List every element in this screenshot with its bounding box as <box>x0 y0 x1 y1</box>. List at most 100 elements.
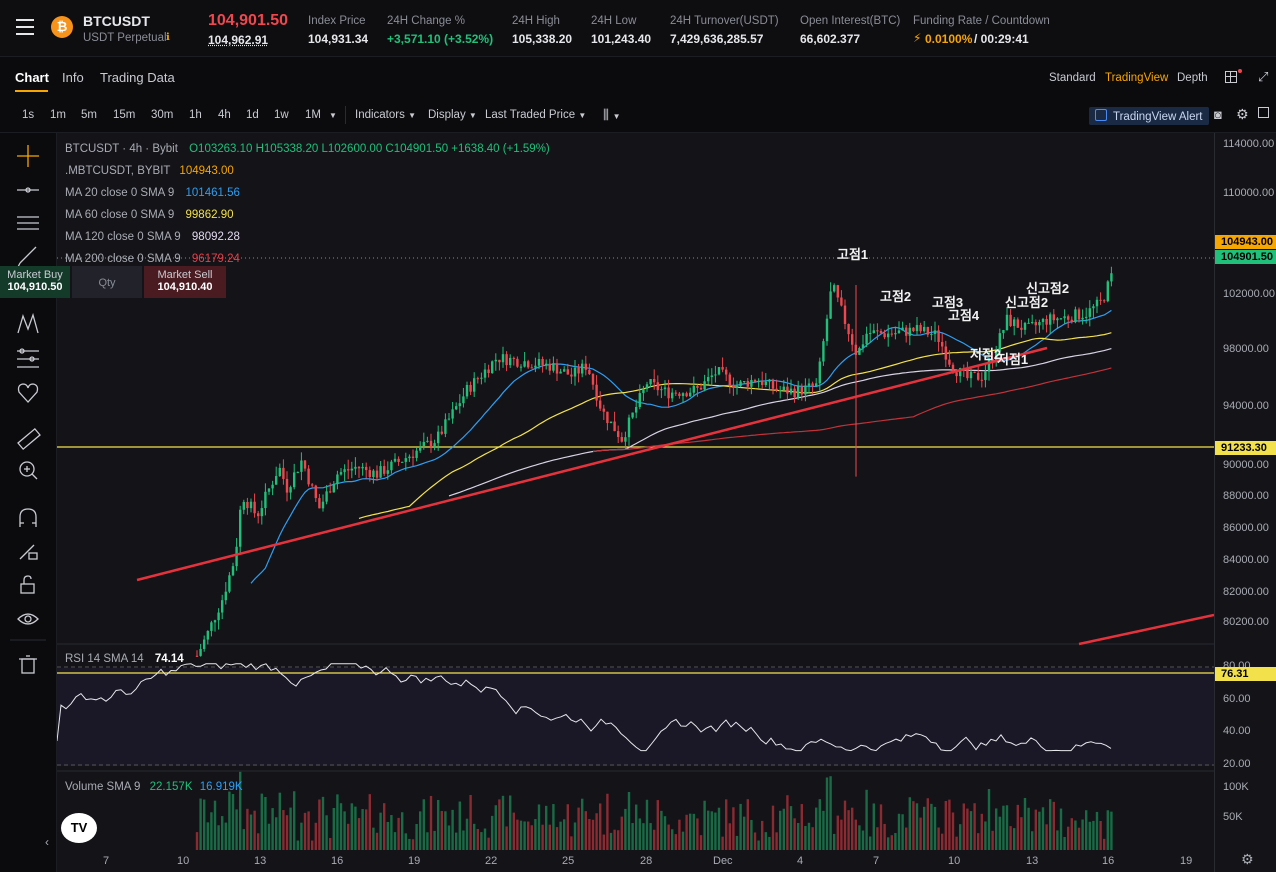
display-button[interactable]: Display ▼ <box>428 109 477 121</box>
interval-1w[interactable]: 1w <box>274 109 289 121</box>
lock-drawings-icon[interactable] <box>19 544 38 560</box>
funding-rate: 0.0100% <box>925 32 973 46</box>
volume-bar <box>840 819 843 850</box>
interval-dropdown-icon[interactable]: ▼ <box>329 111 337 120</box>
interval-30m[interactable]: 30m <box>151 109 174 121</box>
market-sell-price: 104,910.40 <box>157 281 213 293</box>
volume-bar <box>735 835 739 850</box>
menu-icon[interactable] <box>16 19 34 35</box>
interval-4h[interactable]: 4h <box>218 109 231 121</box>
visibility-eye-icon[interactable] <box>17 613 39 625</box>
view-standard[interactable]: Standard <box>1049 72 1096 84</box>
chart-area[interactable]: BTCUSDT · 4h · Bybit O103263.10 H105338.… <box>45 133 1214 872</box>
indicators-button[interactable]: Indicators ▼ <box>355 109 416 121</box>
user-drawings[interactable] <box>136 346 1214 646</box>
candle-type-icon[interactable]: ⫼ ▼ <box>603 107 621 122</box>
candle-body <box>937 330 940 342</box>
market-buy-button[interactable]: Market Buy 104,910.50 <box>0 266 70 298</box>
legend-ma20-value: 101461.56 <box>185 187 240 199</box>
annotation-high-4[interactable]: 고점4 <box>948 308 980 323</box>
legend-ma20-label: MA 20 close 0 SMA 9 <box>65 187 175 199</box>
zoom-in-icon[interactable] <box>19 461 38 480</box>
legend-ma60-value: 99862.90 <box>185 209 234 221</box>
legend-ma120[interactable]: MA 120 close 0 SMA 9 98092.28 <box>65 231 240 243</box>
annotation-low-2[interactable]: 저점2 <box>970 347 1002 362</box>
volume-bar <box>656 800 659 850</box>
trash-icon[interactable] <box>19 655 37 674</box>
interval-1h[interactable]: 1h <box>189 109 202 121</box>
candle-body <box>933 330 937 335</box>
rsi-label: RSI 14 SMA 14 <box>65 653 144 665</box>
crosshair-icon[interactable] <box>17 145 39 167</box>
time-label: 28 <box>640 855 653 867</box>
candle-body <box>1005 314 1009 331</box>
interval-1d[interactable]: 1d <box>246 109 259 121</box>
candle-body <box>951 364 955 373</box>
annotation-high-2[interactable]: 고점2 <box>880 289 912 304</box>
scroll-left-icon[interactable]: ‹ <box>45 835 49 849</box>
interval-1m[interactable]: 1m <box>50 109 66 121</box>
tab-trading-data[interactable]: Trading Data <box>100 70 175 85</box>
market-buy-label: Market Buy <box>7 269 63 281</box>
candle-body <box>678 393 681 396</box>
volume-bar <box>1023 797 1027 850</box>
interval-5m[interactable]: 5m <box>81 109 97 121</box>
unlock-icon[interactable] <box>20 575 35 594</box>
axis-settings-icon[interactable]: ⚙ <box>1241 851 1254 867</box>
legend-title[interactable]: BTCUSDT · 4h · Bybit <box>65 143 178 155</box>
horizontal-lines-icon[interactable] <box>17 216 39 230</box>
view-tradingview[interactable]: TradingView <box>1105 72 1169 84</box>
volume-bar <box>285 815 289 850</box>
legend-mark[interactable]: .MBTCUSDT, BYBIT 104943.00 <box>65 165 234 177</box>
volume-legend[interactable]: Volume SMA 9 22.157K 16.919K <box>65 781 243 793</box>
favorite-heart-icon[interactable] <box>17 383 39 403</box>
settings-icon[interactable]: ⚙ <box>1236 106 1249 122</box>
brush-icon[interactable] <box>17 246 37 268</box>
symbol-name[interactable]: BTCUSDT <box>83 13 150 29</box>
tradingview-alert-button[interactable]: TradingView Alert <box>1089 107 1209 125</box>
qty-input[interactable]: Qty <box>72 266 142 298</box>
annotation-new-high-a[interactable]: 신고점2 <box>1026 281 1070 296</box>
annotation-high-3[interactable]: 고점3 <box>932 295 964 310</box>
pattern-icon[interactable] <box>17 312 39 334</box>
candle-body <box>523 361 526 367</box>
candlestick-chart[interactable] <box>57 133 1214 872</box>
volume-bar <box>620 816 623 850</box>
candle-body <box>375 470 379 478</box>
trendline-icon[interactable] <box>17 187 39 193</box>
camera-icon[interactable]: ◙ <box>1214 107 1222 122</box>
candle-body <box>761 380 764 386</box>
interval-1M[interactable]: 1M <box>305 109 321 121</box>
price-type-button[interactable]: Last Traded Price ▼ <box>485 109 587 121</box>
rsi-value-tag: 76.31 <box>1215 667 1276 681</box>
volume-bar <box>861 830 865 850</box>
prediction-icon[interactable] <box>17 348 39 368</box>
rsi-legend[interactable]: RSI 14 SMA 14 74.14 <box>65 653 184 665</box>
legend-ma60[interactable]: MA 60 close 0 SMA 9 99862.90 <box>65 209 233 221</box>
candle-body <box>800 386 803 395</box>
price-axis[interactable]: 114000.00 110000.00 102000.00 98000.00 9… <box>1214 133 1276 872</box>
info-icon[interactable]: ℹ <box>166 32 170 43</box>
annotation-low-1[interactable]: 저점1 <box>997 352 1029 367</box>
annotation-new-high-b[interactable]: 신고점2 <box>1005 295 1049 310</box>
volume-bar <box>1070 818 1073 850</box>
tab-chart[interactable]: Chart <box>15 70 49 85</box>
expand-icon[interactable]: ⤢ <box>1258 69 1269 84</box>
annotation-high-1[interactable]: 고점1 <box>837 247 869 262</box>
fullscreen-icon[interactable] <box>1258 107 1269 118</box>
volume-bar <box>210 812 213 850</box>
market-sell-button[interactable]: Market Sell 104,910.40 <box>144 266 226 298</box>
legend-ma200[interactable]: MA 200 close 0 SMA 9 96179.24 <box>65 253 240 265</box>
candle-body <box>674 392 677 394</box>
layout-grid-icon[interactable] <box>1225 71 1237 83</box>
view-depth[interactable]: Depth <box>1177 72 1208 84</box>
interval-15m[interactable]: 15m <box>113 109 136 121</box>
ruler-icon[interactable] <box>17 427 41 451</box>
legend-ma20[interactable]: MA 20 close 0 SMA 9 101461.56 <box>65 187 240 199</box>
magnet-icon[interactable] <box>19 508 37 527</box>
volume-bar <box>354 806 357 850</box>
interval-1s[interactable]: 1s <box>22 109 35 121</box>
volume-bar <box>357 818 361 850</box>
tab-info[interactable]: Info <box>62 70 84 85</box>
candle-body <box>422 441 425 447</box>
